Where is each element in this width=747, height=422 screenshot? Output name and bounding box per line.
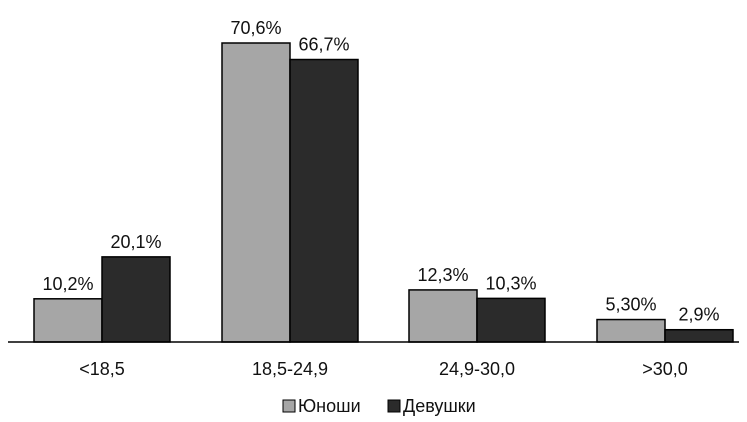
category-label-3: 24,9-30,0 <box>439 359 515 379</box>
bar-series1-cat2 <box>221 42 291 343</box>
legend-label-1: Юноши <box>298 396 361 416</box>
data-label-series2-cat3: 10,3% <box>485 273 536 293</box>
category-label-4: >30,0 <box>642 359 688 379</box>
bar-series2-cat4 <box>664 328 734 343</box>
data-label-series1-cat3: 12,3% <box>417 265 468 285</box>
bar-series1-cat4 <box>596 318 666 343</box>
legend-label-2: Девушки <box>403 396 476 416</box>
legend-swatch-1 <box>282 399 296 413</box>
category-labels-layer: <18,5 18,5-24,9 24,9-30,0 >30,0 <box>79 359 688 379</box>
legend-swatch-2 <box>387 399 401 413</box>
category-label-1: <18,5 <box>79 359 125 379</box>
value-labels-layer: 10,2% 20,1% 70,6% 66,7% 12,3% 10,3% 5,30% 2,9% <box>42 18 719 325</box>
bar-series2-cat1 <box>101 256 171 343</box>
bars-layer <box>33 42 734 343</box>
data-label-series1-cat4: 5,30% <box>605 295 656 315</box>
bar-series2-cat2 <box>289 58 359 343</box>
data-label-series2-cat4: 2,9% <box>678 305 719 325</box>
legend: Юноши Девушки <box>282 396 476 416</box>
category-label-2: 18,5-24,9 <box>252 359 328 379</box>
data-label-series2-cat1: 20,1% <box>110 232 161 252</box>
data-label-series1-cat2: 70,6% <box>230 18 281 38</box>
bar-series1-cat1 <box>33 298 103 343</box>
data-label-series1-cat1: 10,2% <box>42 274 93 294</box>
bar-series1-cat3 <box>408 289 478 343</box>
data-label-series2-cat2: 66,7% <box>298 35 349 55</box>
bar-series2-cat3 <box>476 297 546 343</box>
